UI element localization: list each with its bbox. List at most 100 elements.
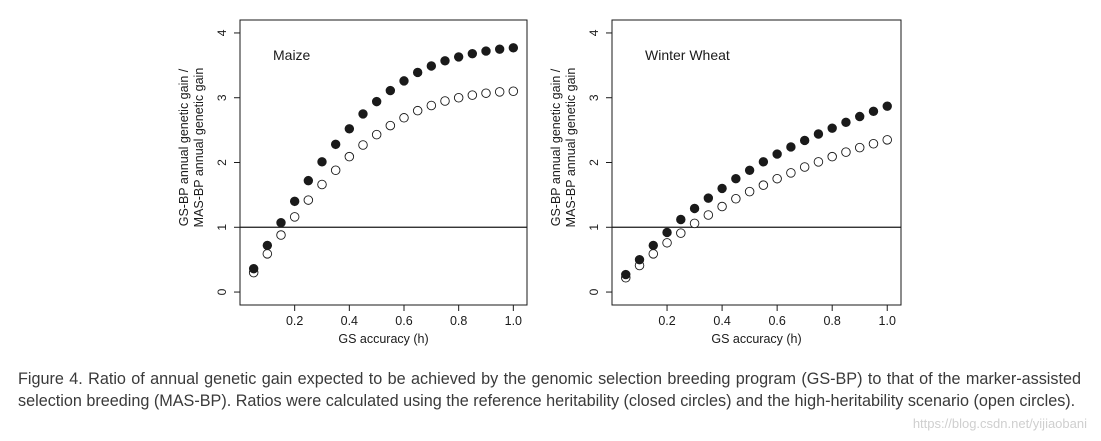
open-circle-point xyxy=(317,179,327,190)
open-circle-point xyxy=(868,138,879,149)
closed-circle-point xyxy=(358,109,368,119)
y-tick-label: 3 xyxy=(215,94,229,101)
open-circle-point xyxy=(689,218,700,229)
closed-circle-point xyxy=(786,142,796,152)
open-circle-point xyxy=(344,151,355,162)
open-circle-point xyxy=(371,129,382,140)
open-circle-point xyxy=(399,113,409,123)
y-axis-label: GS-BP annual genetic gain / xyxy=(177,68,191,226)
open-circle-point xyxy=(786,168,796,178)
open-circle-point xyxy=(731,194,741,204)
y-axis-label: MAS-BP annual genetic gain xyxy=(192,68,206,228)
open-circle-point xyxy=(662,238,672,248)
y-tick-label: 0 xyxy=(587,288,601,295)
x-tick-label: 1.0 xyxy=(879,314,896,328)
closed-circle-point xyxy=(827,123,837,133)
open-circle-point xyxy=(772,173,782,184)
figure-caption: Figure 4. Ratio of annual genetic gain e… xyxy=(18,370,1081,410)
open-circle-point xyxy=(262,249,273,259)
figure-4: 0 1 2 3 4 0.2 0.4 0.6 0.8 1.0 GS accuracy (h) GS-BP… xyxy=(177,19,902,346)
closed-circle-point xyxy=(412,67,423,78)
open-circle-point xyxy=(412,105,423,116)
x-tick-label: 0.2 xyxy=(286,314,303,328)
open-circle-point xyxy=(717,201,727,212)
closed-circle-point xyxy=(634,254,645,265)
closed-circle-point xyxy=(841,117,851,128)
y-axis-label: MAS-BP annual genetic gain xyxy=(564,68,578,228)
closed-circle-point xyxy=(289,196,300,207)
x-tick-label: 1.0 xyxy=(505,314,522,328)
open-circle-point xyxy=(358,140,368,150)
panel-title: Maize xyxy=(273,47,311,63)
closed-circle-point xyxy=(772,149,782,159)
closed-circle-point xyxy=(703,193,714,203)
open-circle-point xyxy=(799,162,810,172)
closed-circle-point xyxy=(744,165,755,175)
x-tick-label: 0.8 xyxy=(823,314,840,328)
x-tick-label: 0.2 xyxy=(658,314,675,328)
open-circle-point xyxy=(703,210,714,220)
closed-circle-point xyxy=(494,44,505,54)
closed-circle-point xyxy=(648,240,658,251)
open-circle-point xyxy=(440,96,450,106)
y-tick-label: 1 xyxy=(587,224,601,231)
open-circle-point xyxy=(289,212,300,222)
closed-circle-point xyxy=(344,124,355,134)
closed-circle-point xyxy=(440,56,450,66)
closed-circle-point xyxy=(453,52,464,62)
open-circle-point xyxy=(882,135,892,145)
closed-circle-point xyxy=(868,106,879,117)
x-axis-label: GS accuracy (h) xyxy=(711,332,801,346)
closed-circle-point xyxy=(758,157,769,167)
closed-circle-point xyxy=(467,48,478,59)
y-tick-label: 2 xyxy=(587,159,601,166)
open-circle-point xyxy=(827,151,837,162)
closed-circle-point xyxy=(799,135,810,146)
open-circle-point xyxy=(276,230,286,240)
closed-circle-point xyxy=(371,96,382,107)
open-circle-point xyxy=(303,195,314,205)
closed-circle-point xyxy=(385,85,396,96)
closed-circle-point xyxy=(731,173,741,184)
closed-circle-point xyxy=(662,227,672,238)
closed-circle-point xyxy=(330,139,341,150)
open-circle-point xyxy=(841,147,851,157)
open-circle-point xyxy=(508,86,519,96)
closed-circle-point xyxy=(855,111,865,122)
closed-circle-point xyxy=(303,175,314,186)
open-circle-point xyxy=(648,249,659,259)
closed-circle-point xyxy=(426,61,437,71)
closed-circle-point xyxy=(621,269,631,280)
x-tick-label: 0.4 xyxy=(713,314,730,328)
open-circle-point xyxy=(744,186,755,197)
closed-circle-point xyxy=(717,183,727,194)
open-circle-point xyxy=(453,92,464,103)
y-tick-label: 4 xyxy=(587,29,601,36)
chart-panel-0: 0 1 2 3 4 0.2 0.4 0.6 0.8 1.0 GS accuracy (h) GS-BP… xyxy=(177,19,528,346)
y-tick-label: 4 xyxy=(215,29,229,36)
open-circle-point xyxy=(467,90,478,100)
open-circle-point xyxy=(494,87,505,97)
y-tick-label: 3 xyxy=(587,94,601,101)
closed-circle-point xyxy=(399,76,409,86)
open-circle-point xyxy=(385,120,396,131)
closed-circle-point xyxy=(676,214,686,225)
open-circle-point xyxy=(813,157,824,167)
closed-circle-point xyxy=(262,240,273,251)
closed-circle-point xyxy=(317,157,327,167)
x-tick-label: 0.4 xyxy=(341,314,358,328)
x-tick-label: 0.6 xyxy=(768,314,785,328)
open-circle-point xyxy=(854,142,865,153)
open-circle-point xyxy=(481,88,491,98)
closed-circle-point xyxy=(813,129,824,139)
closed-circle-point xyxy=(481,46,491,56)
closed-circle-point xyxy=(276,218,286,228)
closed-circle-point xyxy=(689,203,700,214)
closed-circle-point xyxy=(508,43,519,53)
x-tick-label: 0.6 xyxy=(395,314,412,328)
x-tick-label: 0.8 xyxy=(450,314,467,328)
chart-panel-1: 0 1 2 3 4 0.2 0.4 0.6 0.8 1.0 GS accuracy (h) GS-BP… xyxy=(549,19,902,346)
y-tick-label: 2 xyxy=(215,159,229,166)
y-axis-label: GS-BP annual genetic gain / xyxy=(549,68,563,226)
panel-title: Winter Wheat xyxy=(645,47,730,63)
